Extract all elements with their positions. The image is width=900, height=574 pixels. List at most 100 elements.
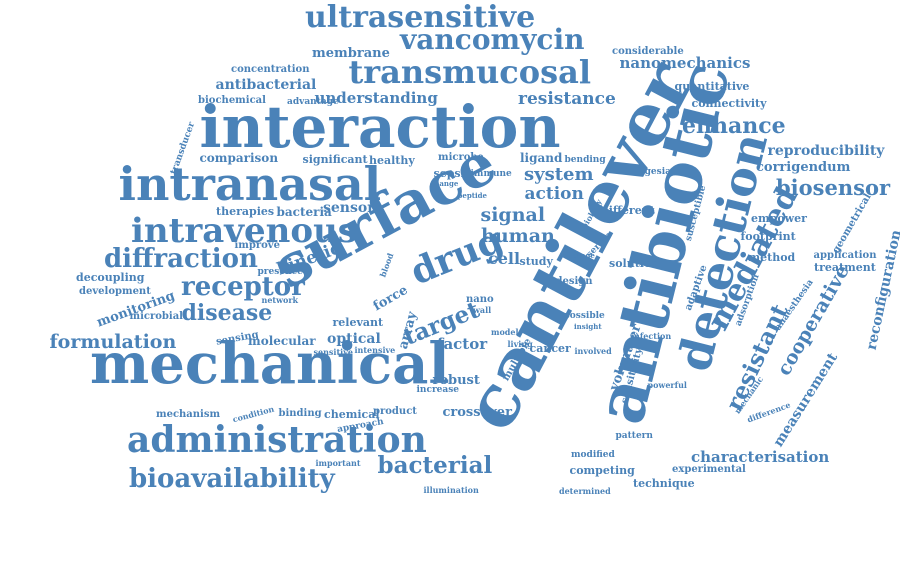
cloud-word: bending [564, 154, 606, 165]
cloud-word: network [261, 295, 299, 305]
cloud-word: understanding [314, 88, 438, 107]
cloud-word: sensitive [313, 347, 353, 357]
cloud-word: increase [416, 384, 460, 395]
cloud-word: quantitative [674, 79, 750, 93]
cloud-word: system [524, 164, 594, 185]
cloud-word: therapies [216, 204, 275, 218]
cloud-word: different [601, 203, 655, 217]
cloud-word: robust [432, 372, 480, 388]
cloud-word: application [813, 250, 877, 261]
cloud-word: method [748, 250, 796, 264]
cloud-word: infection [631, 331, 672, 341]
cloud-word: solution [609, 256, 660, 270]
cloud-word: decoupling [76, 270, 145, 284]
cloud-word: mechanism [156, 409, 221, 420]
cloud-word: intranasal [118, 157, 382, 211]
cloud-word: insight [574, 321, 602, 331]
cloud-word: important [315, 458, 361, 468]
cloud-word: biochemical [198, 95, 266, 106]
cloud-word: enhance [682, 113, 786, 139]
cloud-word: determined [559, 486, 611, 496]
cloud-word: modified [571, 449, 615, 460]
cloud-word: reconfiguration [863, 228, 900, 352]
cloud-word: living [507, 339, 533, 349]
cloud-word: improve [234, 240, 280, 251]
cloud-word: factor [437, 334, 488, 353]
cloud-word: bacteria [276, 205, 332, 219]
cloud-word: administration [127, 419, 427, 461]
cloud-word: mechanical [90, 331, 450, 397]
cloud-word: experimental [672, 464, 746, 475]
cloud-word: vancomycin [400, 23, 585, 56]
cloud-word: signal [480, 203, 546, 226]
cloud-word: bacterial [377, 451, 493, 479]
cloud-word: action [524, 183, 584, 204]
cloud-word: wall [473, 305, 492, 315]
cloud-word: immune [470, 168, 512, 179]
cloud-word: intravenous [131, 211, 357, 251]
cloud-word: intensive [354, 345, 396, 355]
cloud-word: concentration [231, 64, 310, 75]
cloud-word: advantage [287, 96, 339, 107]
cloud-word: pattern [615, 430, 653, 441]
cloud-word: footprint [740, 229, 796, 243]
cloud-word: considerable [612, 46, 684, 57]
cloud-word: optical [327, 331, 381, 347]
cloud-word: dosage [567, 250, 595, 260]
cloud-word: transmucosal [348, 53, 592, 91]
cloud-word: antibacterial [215, 77, 317, 93]
cloud-word: development [79, 286, 151, 297]
cloud-word: characterisation [691, 447, 830, 466]
cloud-word: nanomechanics [619, 53, 751, 72]
cloud-word: significant [302, 152, 368, 166]
cloud-word: empower [751, 211, 807, 225]
cloud-word: reproducibility [767, 143, 885, 159]
cloud-word: nano [466, 294, 494, 305]
cloud-word: peptide [457, 190, 487, 200]
cloud-word: change [430, 178, 459, 188]
cloud-word: membrane [312, 45, 390, 61]
cloud-word: ultrasensitive [305, 0, 536, 35]
cloud-word: diffraction [104, 244, 258, 274]
cloud-word: design [555, 276, 593, 287]
cloud-word: molecular [248, 334, 316, 348]
cloud-word: corrigendum [756, 159, 851, 175]
cloud-word: sensor [323, 200, 375, 216]
cloud-word: microbe [438, 152, 484, 163]
cloud-word: microbial [129, 311, 183, 322]
cloud-word: relevant [332, 315, 384, 329]
cloud-word: illumination [423, 485, 479, 495]
cloud-word: model [491, 327, 519, 337]
cloud-word: treatment [814, 260, 876, 274]
cloud-word: resistance [518, 88, 616, 109]
cloud-word: disease [181, 300, 273, 326]
cloud-word: cell [488, 249, 521, 268]
cloud-word: geometrical [830, 191, 874, 256]
cloud-word: connectivity [691, 96, 767, 110]
cloud-word: presence [257, 266, 303, 277]
cloud-word: receptor [181, 272, 305, 302]
cloud-word: study [519, 254, 553, 268]
cloud-word: crossover [442, 404, 512, 420]
cloud-word: ligand [520, 151, 563, 165]
cloud-word: competing [569, 463, 635, 477]
cloud-word: technique [633, 476, 695, 490]
cloud-word: involved [574, 346, 612, 356]
cloud-word: product [373, 406, 417, 417]
cloud-word: human [481, 224, 555, 247]
cloud-word: force [370, 282, 411, 314]
cloud-word: cancer [529, 341, 571, 355]
cloud-word: healthy [369, 153, 415, 167]
cloud-word: comparison [199, 151, 279, 165]
cloud-word: powerful [647, 380, 687, 390]
cloud-word: binding [278, 408, 322, 419]
cloud-word: bioavailability [129, 464, 335, 494]
cloud-word: analgesia [623, 166, 671, 177]
cloud-word: interaction [199, 93, 561, 161]
cloud-word: sepsis [433, 166, 471, 180]
cloud-word: biosensor [776, 174, 891, 200]
cloud-word: chemical [324, 407, 380, 421]
cloud-word: possible [563, 310, 605, 321]
cloud-word: formulation [49, 330, 177, 353]
